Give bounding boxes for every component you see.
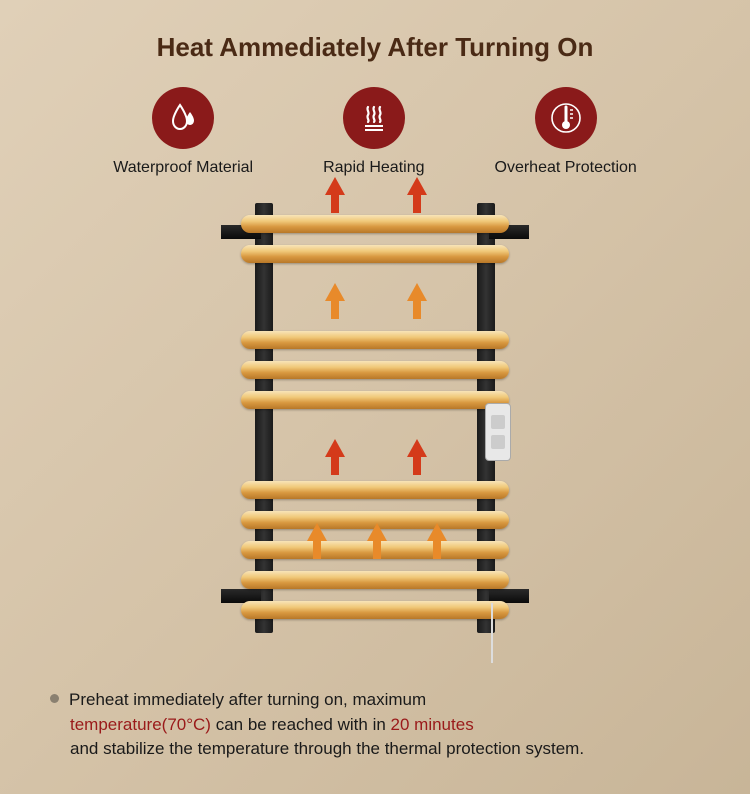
heat-arrow-icon xyxy=(407,283,427,301)
bullet-icon xyxy=(50,694,59,703)
heating-bar xyxy=(241,245,509,263)
thermometer-icon xyxy=(535,87,597,149)
feature-waterproof: Waterproof Material xyxy=(113,87,253,177)
towel-warmer-illustration xyxy=(235,203,515,633)
feature-rapid-heating: Rapid Heating xyxy=(323,87,424,177)
heating-bar xyxy=(241,361,509,379)
footer-text: and stabilize the temperature through th… xyxy=(50,739,584,758)
power-cord xyxy=(491,603,493,663)
footer-highlight: temperature(70°C) xyxy=(70,715,211,734)
heat-arrow-icon xyxy=(325,177,345,195)
feature-label: Waterproof Material xyxy=(113,159,253,177)
heat-arrow-icon xyxy=(307,523,327,541)
page-title: Heat Ammediately After Turning On xyxy=(0,0,750,63)
heating-bar xyxy=(241,601,509,619)
heat-waves-icon xyxy=(343,87,405,149)
panel-button-icon xyxy=(491,435,505,449)
heat-arrow-icon xyxy=(325,439,345,457)
heating-bar xyxy=(241,571,509,589)
droplet-icon xyxy=(152,87,214,149)
heating-bar xyxy=(241,215,509,233)
footer-text: can be reached with in xyxy=(211,715,391,734)
panel-button-icon xyxy=(491,415,505,429)
control-panel xyxy=(485,403,511,461)
rail-left xyxy=(255,203,273,633)
heating-bar xyxy=(241,331,509,349)
heat-arrow-icon xyxy=(427,523,447,541)
heat-arrow-icon xyxy=(367,523,387,541)
features-row: Waterproof Material Rapid Heating xyxy=(0,87,750,177)
heat-arrow-icon xyxy=(407,439,427,457)
heat-arrow-icon xyxy=(325,283,345,301)
heating-bar xyxy=(241,391,509,409)
footer-text: Preheat immediately after turning on, ma… xyxy=(69,690,426,709)
footer-description: Preheat immediately after turning on, ma… xyxy=(50,688,700,762)
footer-highlight: 20 minutes xyxy=(391,715,474,734)
feature-label: Overheat Protection xyxy=(495,159,637,177)
feature-label: Rapid Heating xyxy=(323,159,424,177)
heat-arrow-icon xyxy=(407,177,427,195)
heating-bar xyxy=(241,481,509,499)
feature-overheat-protection: Overheat Protection xyxy=(495,87,637,177)
